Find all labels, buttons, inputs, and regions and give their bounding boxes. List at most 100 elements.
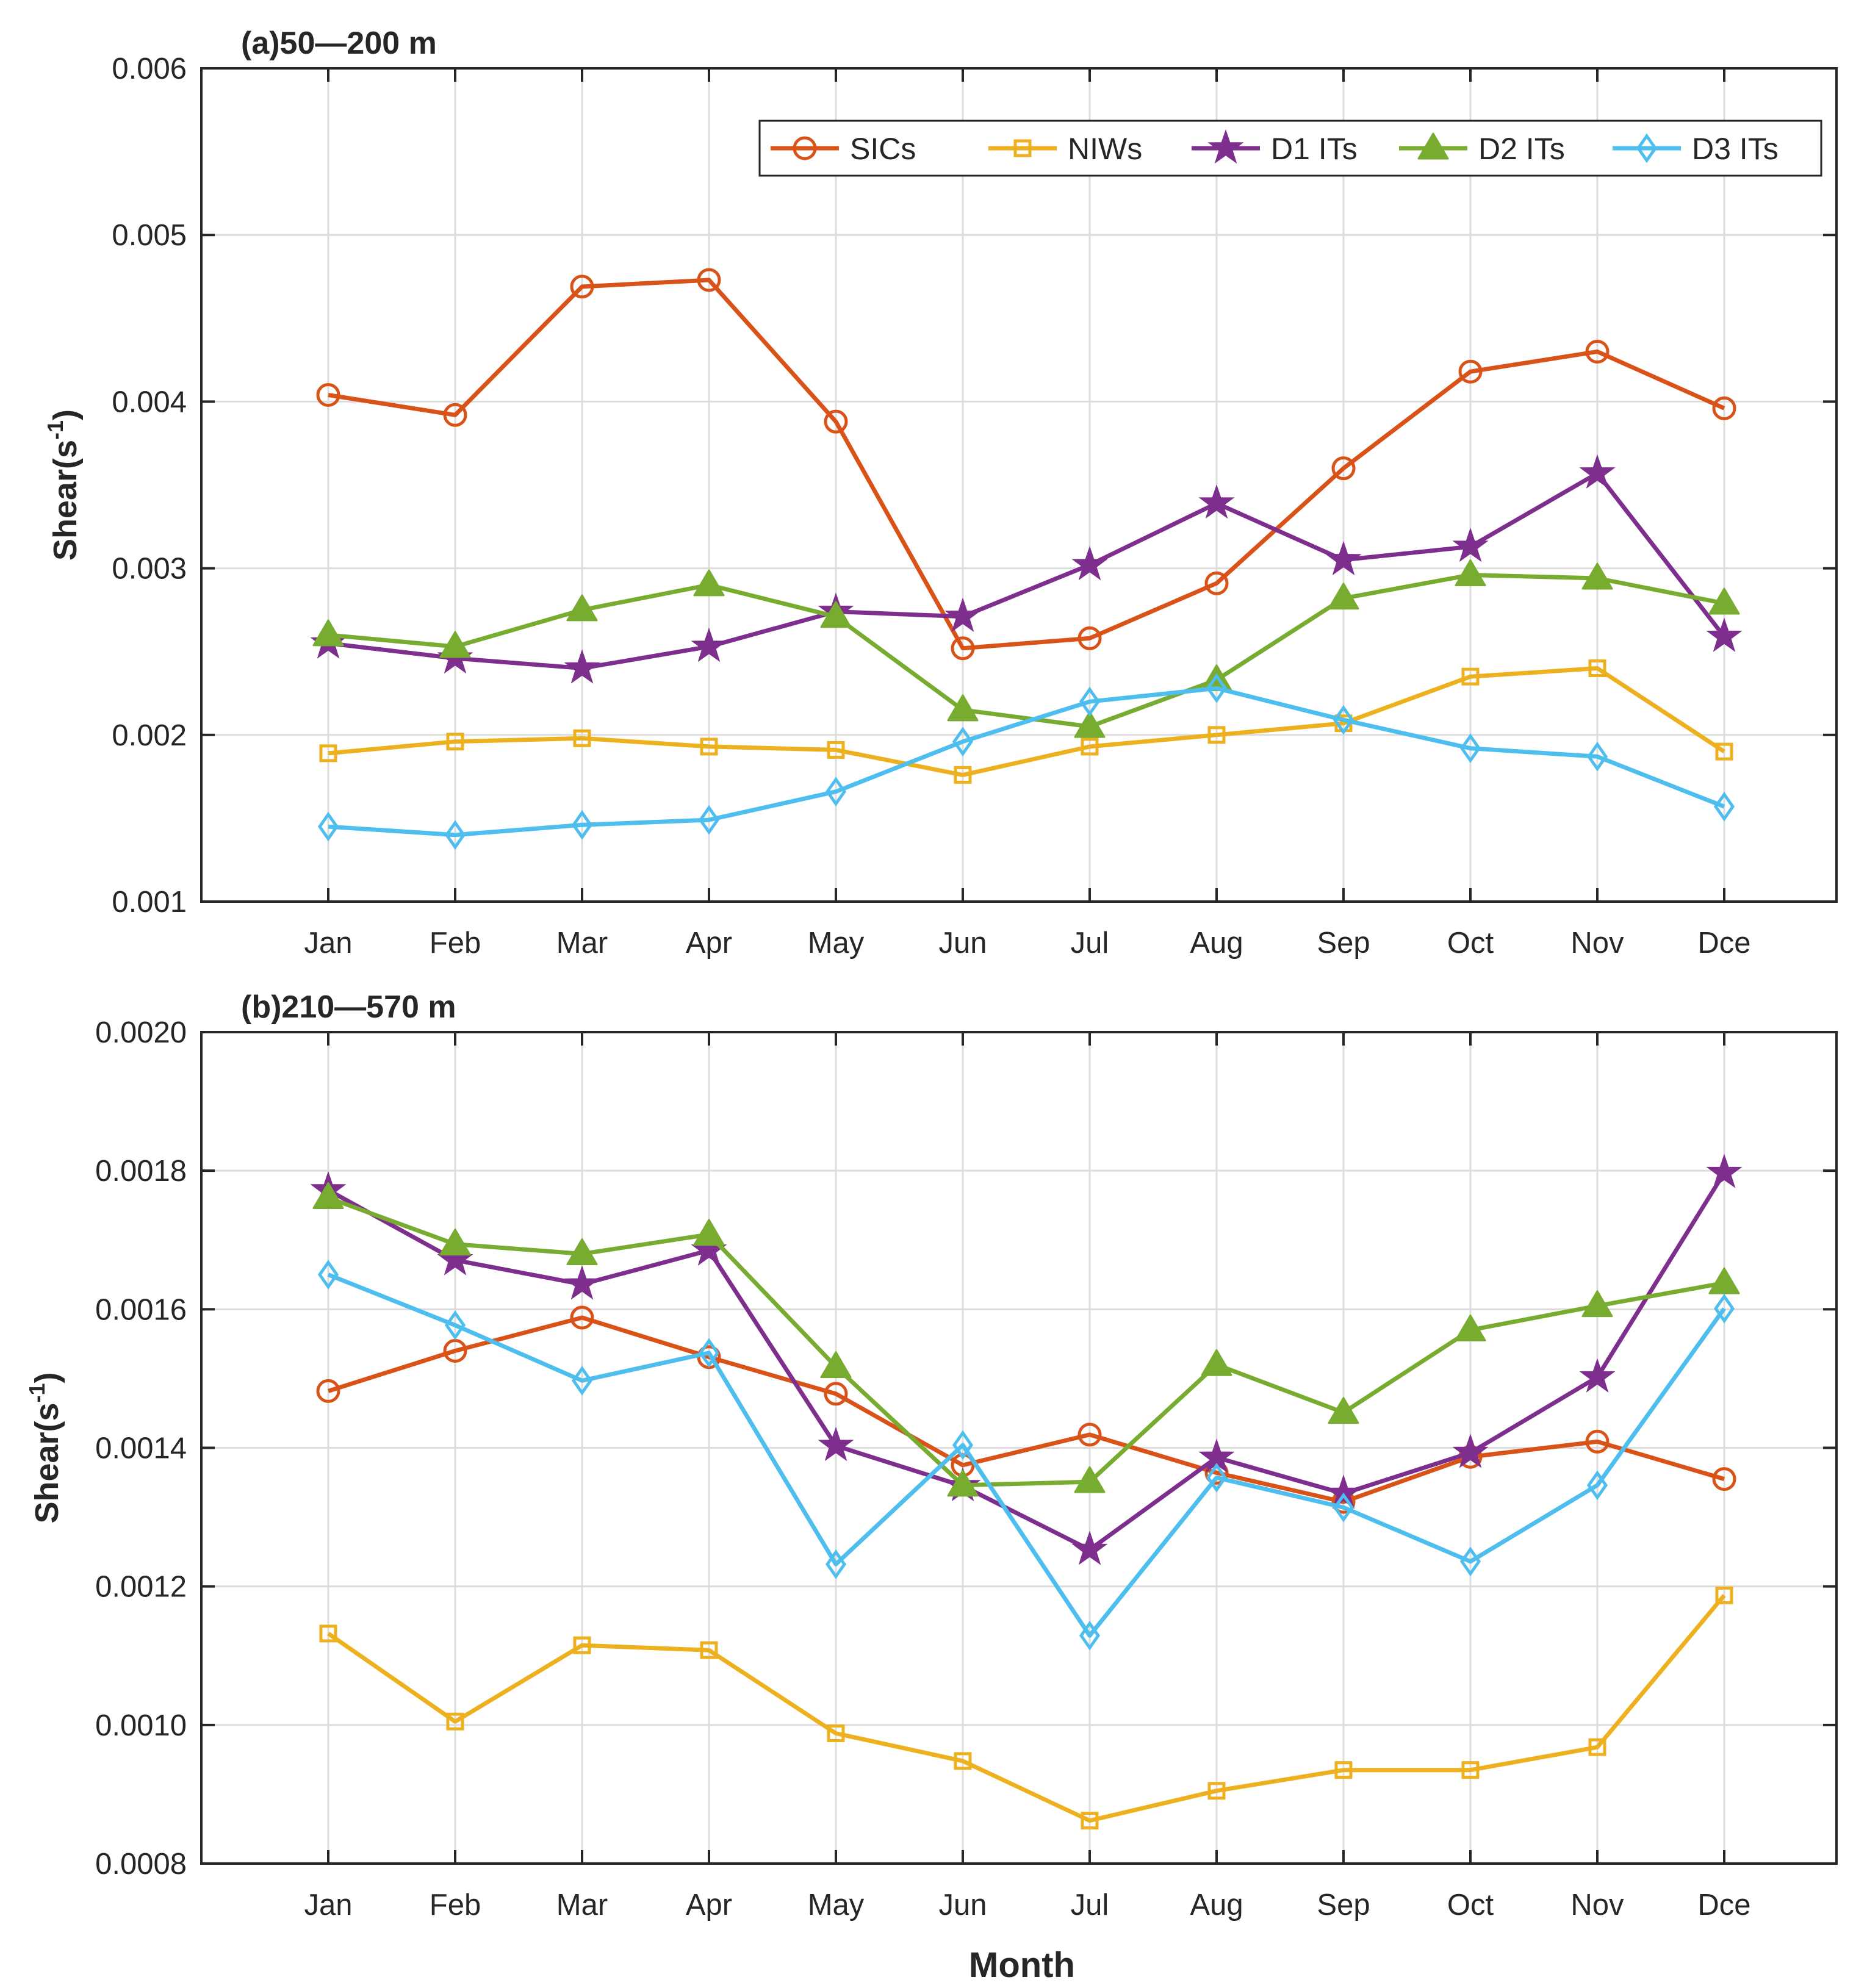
data-point-d1-its — [564, 649, 600, 684]
data-point-d3-its — [444, 820, 466, 850]
panel-title: (b)210—570 m — [241, 989, 456, 1025]
data-point-niws — [1207, 1782, 1226, 1800]
data-point-sics — [570, 1305, 594, 1330]
legend-marker — [1207, 129, 1244, 164]
axes-box — [200, 67, 1838, 903]
y-axis-label: Shear(s-1) — [24, 1372, 65, 1523]
x-tick-label: Sep — [1317, 1889, 1370, 1922]
data-point-d3-its — [1459, 733, 1481, 764]
data-point-d1-its — [818, 1426, 854, 1462]
data-point-niws — [1461, 667, 1480, 686]
data-point-d3-its — [571, 1365, 593, 1396]
data-point-d2-its — [820, 1351, 852, 1379]
series-d3-its — [317, 673, 1735, 850]
y-tick-label: 0.0016 — [95, 1293, 187, 1326]
x-tick-label: Feb — [430, 927, 481, 960]
series-line-sics — [328, 278, 1725, 651]
data-point-d3-its — [1206, 1462, 1228, 1493]
chart-panel-a: 0.001 0.002 0.003 0.004 0.005 0.006 Jan Feb Mar A… — [43, 26, 1838, 960]
data-point-d3-its — [1586, 741, 1608, 772]
data-point-d3-its — [1079, 686, 1101, 717]
data-point-d2-its — [820, 601, 852, 628]
data-point-d2-its — [693, 1219, 725, 1246]
x-tick-label: Apr — [686, 1889, 732, 1922]
data-point-d2-its — [1074, 1466, 1106, 1493]
data-point-d1-its — [1325, 1474, 1362, 1509]
data-point-d2-its — [312, 1182, 344, 1209]
series-line-niws — [328, 666, 1725, 777]
data-point-niws — [1588, 659, 1606, 678]
data-point-d2-its — [566, 594, 598, 622]
y-tick-label: 0.0020 — [95, 1016, 187, 1049]
data-point-sics — [443, 403, 467, 427]
data-point-d3-its — [825, 1549, 847, 1579]
data-point-sics — [1077, 1423, 1102, 1447]
y-tick-label: 0.0018 — [95, 1155, 187, 1188]
data-point-sics — [697, 268, 721, 292]
data-point-niws — [1461, 1761, 1480, 1779]
data-point-d1-its — [1198, 484, 1235, 519]
data-point-niws — [1081, 1812, 1099, 1830]
series-d2-its — [312, 1182, 1740, 1497]
y-tick-label: 0.0012 — [95, 1571, 187, 1604]
data-point-d2-its — [1581, 562, 1613, 590]
x-tick-label: Aug — [1190, 927, 1243, 960]
y-tick-label: 0.006 — [112, 52, 187, 85]
data-point-d3-its — [1459, 1546, 1481, 1577]
legend: SICs NIWs D1 ITs D2 ITs D3 ITs — [758, 120, 1822, 177]
x-tick-label: Apr — [686, 927, 732, 960]
data-point-sics — [1712, 396, 1736, 420]
legend-item-niws: NIWs — [988, 132, 1142, 166]
y-tick-label: 0.005 — [112, 219, 187, 252]
data-point-niws — [700, 737, 718, 756]
legend-label: D3 ITs — [1692, 132, 1779, 166]
chart-panel-b: 0.0008 0.0010 0.0012 0.0014 0.0016 0.0018 0.00… — [24, 989, 1838, 1985]
data-point-sics — [1585, 1429, 1610, 1454]
x-tick-label: May — [808, 1889, 865, 1922]
data-point-d1-its — [1706, 617, 1743, 652]
series-line-d1-its — [327, 1171, 1726, 1552]
data-point-d3-its — [1713, 791, 1735, 822]
data-point-niws — [446, 733, 464, 751]
data-point-niws — [319, 744, 337, 763]
data-point-d2-its — [947, 1469, 979, 1497]
data-point-niws — [827, 741, 845, 759]
legend-item-d3-its: D3 ITs — [1613, 132, 1779, 166]
data-point-niws — [1081, 737, 1099, 756]
data-point-sics — [1458, 359, 1483, 384]
data-point-d3-its — [1206, 673, 1228, 703]
legend-label: D2 ITs — [1478, 132, 1565, 166]
x-tick-label: Jan — [304, 927, 352, 960]
data-point-d3-its — [952, 727, 974, 757]
x-tick-label: Jul — [1071, 1889, 1109, 1922]
data-point-d3-its — [444, 1310, 466, 1340]
data-point-niws — [700, 1641, 718, 1659]
data-point-niws — [827, 1724, 845, 1742]
data-point-d2-its — [1581, 1290, 1613, 1318]
data-point-sics — [316, 382, 340, 407]
legend-marker — [1013, 139, 1032, 157]
x-tick-label: Dce — [1697, 927, 1750, 960]
data-point-d2-its — [693, 569, 725, 597]
data-point-niws — [573, 1636, 591, 1654]
data-point-sics — [570, 275, 594, 299]
y-axis-label-superscript: -1 — [24, 1383, 49, 1402]
data-point-d1-its — [1706, 1154, 1743, 1188]
series-niws — [319, 1586, 1733, 1830]
data-point-d2-its — [566, 1238, 598, 1265]
series-line-sics — [327, 1315, 1725, 1504]
series-line-niws — [327, 1594, 1726, 1823]
legend-item-sics: SICs — [771, 132, 916, 166]
data-point-niws — [1715, 742, 1733, 761]
x-tick-label: Jun — [938, 1889, 987, 1922]
series-line-d2-its — [327, 1196, 1725, 1488]
data-point-d3-its — [825, 777, 847, 807]
data-point-d3-its — [1333, 1492, 1354, 1523]
data-point-d1-its — [944, 597, 981, 633]
y-axis-label-close: ) — [29, 1372, 65, 1383]
x-tick-label: Jun — [938, 927, 987, 960]
data-point-d2-its — [1328, 1397, 1359, 1424]
data-point-sics — [1585, 339, 1610, 364]
data-point-d1-its — [1579, 1358, 1616, 1393]
legend-label: SICs — [850, 132, 916, 166]
